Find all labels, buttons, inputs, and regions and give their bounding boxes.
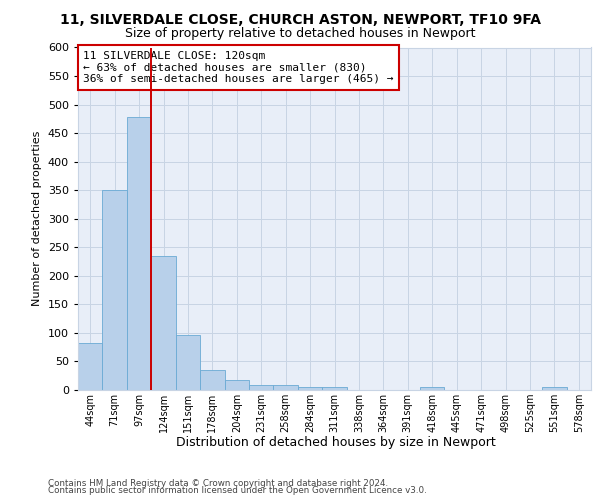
- Bar: [274, 386, 298, 390]
- Text: Contains HM Land Registry data © Crown copyright and database right 2024.: Contains HM Land Registry data © Crown c…: [48, 478, 388, 488]
- Bar: [298, 387, 322, 390]
- Bar: [200, 370, 224, 390]
- Bar: [249, 386, 274, 390]
- Bar: [78, 342, 103, 390]
- Bar: [176, 334, 200, 390]
- Bar: [322, 387, 347, 390]
- Bar: [542, 387, 566, 390]
- Bar: [127, 117, 151, 390]
- Text: Size of property relative to detached houses in Newport: Size of property relative to detached ho…: [125, 28, 475, 40]
- Y-axis label: Number of detached properties: Number of detached properties: [32, 131, 42, 306]
- Bar: [103, 190, 127, 390]
- Bar: [151, 256, 176, 390]
- Text: Distribution of detached houses by size in Newport: Distribution of detached houses by size …: [176, 436, 496, 449]
- Text: 11, SILVERDALE CLOSE, CHURCH ASTON, NEWPORT, TF10 9FA: 11, SILVERDALE CLOSE, CHURCH ASTON, NEWP…: [59, 12, 541, 26]
- Bar: [420, 386, 445, 390]
- Text: Contains public sector information licensed under the Open Government Licence v3: Contains public sector information licen…: [48, 486, 427, 495]
- Bar: [224, 380, 249, 390]
- Text: 11 SILVERDALE CLOSE: 120sqm
← 63% of detached houses are smaller (830)
36% of se: 11 SILVERDALE CLOSE: 120sqm ← 63% of det…: [83, 51, 394, 84]
